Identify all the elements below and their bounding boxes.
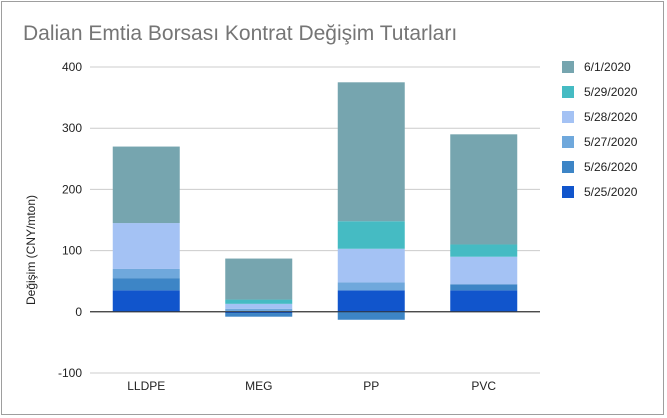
bar-segment-pp-5-29-2020 [337,221,405,249]
bar-segment-pvc-5-29-2020 [450,244,518,257]
legend-label: 5/25/2020 [584,185,638,199]
legend-label: 5/28/2020 [584,110,638,124]
legend: 6/1/2020 5/29/2020 5/28/2020 5/27/2020 5/26/… [562,60,638,199]
category-label: MEG [245,379,272,393]
legend-swatch [562,86,574,98]
bar-segment-lldpe-6-1-2020 [112,146,180,224]
y-tick-label: 300 [62,121,82,135]
bar-segment-meg-6-1-2020 [225,258,293,300]
bar-segment-meg-5-28-2020 [225,303,293,309]
bar-segment-pp-5-25-2020 [337,290,405,312]
y-tick-label: 0 [75,305,82,319]
legend-label: 5/27/2020 [584,135,638,149]
legend-label: 5/29/2020 [584,85,638,99]
legend-swatch [562,136,574,148]
bar-segment-meg-5-27-2020 [225,308,293,312]
legend-swatch [562,111,574,123]
y-tick-labels: -100 0 100 200 300 400 [58,60,82,380]
bar-segment-lldpe-5-26-2020 [112,278,180,291]
category-labels: LLDPE MEG PP PVC [127,379,496,393]
bar-segment-meg-5-25-2020 [225,311,293,314]
bar-segment-lldpe-5-28-2020 [112,223,180,269]
legend-label: 5/26/2020 [584,160,638,174]
legend-swatch [562,186,574,198]
bar-segment-lldpe-5-25-2020 [112,290,180,312]
legend-label: 6/1/2020 [584,60,631,74]
bars [90,82,540,320]
category-label: PVC [471,379,496,393]
chart-title: Dalian Emtia Borsası Kontrat Değişim Tut… [23,22,458,45]
y-tick-label: 100 [62,244,82,258]
y-axis-label: Değişim (CNY/mton) [24,195,38,305]
bar-segment-meg-5-26-2020 [225,313,293,317]
bar-segment-pp-6-1-2020 [337,82,405,222]
bar-segment-pp-5-26-2020 [337,311,405,320]
legend-swatch [562,161,574,173]
category-label: PP [363,379,379,393]
bar-segment-pp-5-27-2020 [337,282,405,291]
bar-segment-pp-5-28-2020 [337,248,405,283]
category-label: LLDPE [127,379,165,393]
legend-swatch [562,61,574,73]
bar-segment-pvc-5-28-2020 [450,256,518,285]
bar-segment-lldpe-5-27-2020 [112,268,180,279]
bar-segment-pvc-5-25-2020 [450,290,518,312]
bar-segment-meg-5-29-2020 [225,299,293,304]
bar-segment-pvc-6-1-2020 [450,134,518,245]
y-tick-label: 200 [62,182,82,196]
bar-segment-pvc-5-26-2020 [450,284,518,291]
y-tick-label: 400 [62,60,82,74]
y-tick-label: -100 [58,366,82,380]
